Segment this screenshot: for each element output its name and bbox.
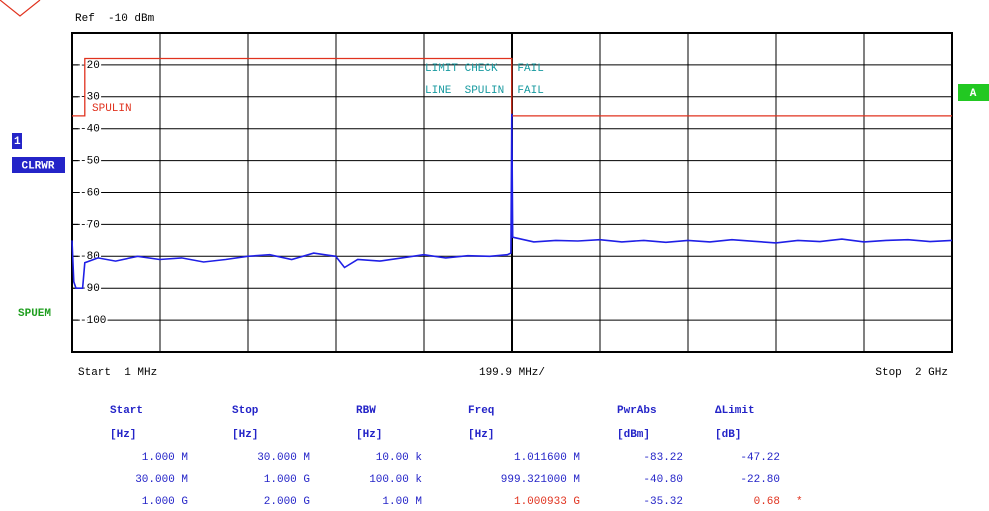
annotation: LIMIT CHECK FAIL — [425, 63, 544, 75]
limit-line — [72, 57, 952, 117]
trace-mode-box — [12, 157, 65, 173]
column-header: Stop — [232, 405, 259, 417]
trace-mode: CLRWR — [21, 160, 54, 172]
y-tick-label: -70 — [80, 219, 100, 231]
y-tick-label: -100 — [80, 315, 106, 327]
marker-box — [958, 84, 989, 101]
y-tick-label: -90 — [80, 283, 100, 295]
trace-number-box — [12, 133, 22, 149]
column-unit: [Hz] — [356, 429, 382, 441]
trace-number: 1 — [14, 136, 21, 148]
table-cell: 2.000 G — [264, 496, 310, 508]
table-cell: 1.011600 M — [514, 452, 580, 464]
y-tick-label: -60 — [80, 187, 100, 199]
limit-line-name: SPULIN — [92, 103, 132, 115]
y-tick-label: -40 — [80, 124, 100, 136]
table-cell: 1.00 M — [382, 496, 422, 508]
y-tick-label: -20 — [80, 60, 100, 72]
table-cell: -83.22 — [643, 452, 683, 464]
table-cell: -35.32 — [643, 496, 683, 508]
marker-label: A — [970, 88, 977, 100]
warning-triangle — [0, 0, 41, 17]
table-cell: -22.80 — [740, 474, 780, 486]
column-unit: [Hz] — [110, 429, 136, 441]
column-header: ΔLimit — [715, 405, 755, 417]
table-cell: 1.000 G — [264, 474, 310, 486]
column-unit: [dBm] — [617, 429, 650, 441]
column-unit: [Hz] — [468, 429, 494, 441]
fail-flag: * — [796, 496, 803, 508]
trace — [71, 113, 953, 289]
stop-label: Stop 2 GHz — [875, 367, 948, 379]
table-cell: 999.321000 M — [501, 474, 580, 486]
ref-label: Ref -10 dBm — [75, 13, 155, 25]
column-header: RBW — [356, 405, 376, 417]
mode-label: SPUEM — [18, 308, 51, 320]
table-cell: 1.000 M — [142, 452, 188, 464]
column-unit: [Hz] — [232, 429, 258, 441]
y-tick-label: -80 — [80, 251, 100, 263]
table-cell: 10.00 k — [376, 452, 423, 464]
column-header: PwrAbs — [617, 405, 657, 417]
table-cell: 100.00 k — [369, 474, 422, 486]
annotation: LINE SPULIN FAIL — [425, 85, 544, 97]
start-label: Start 1 MHz — [78, 367, 157, 379]
table-cell: 30.000 M — [135, 474, 188, 486]
column-header: Freq — [468, 405, 494, 417]
y-tick-label: -50 — [80, 156, 100, 168]
table-cell: 1.000933 G — [514, 496, 580, 508]
table-cell: -40.80 — [643, 474, 683, 486]
span-label: 199.9 MHz/ — [479, 367, 545, 379]
column-unit: [dB] — [715, 429, 741, 441]
table-cell: 0.68 — [754, 496, 780, 508]
table-cell: 30.000 M — [257, 452, 310, 464]
column-header: Start — [110, 405, 143, 417]
table-cell: -47.22 — [740, 452, 780, 464]
table-cell: 1.000 G — [142, 496, 188, 508]
